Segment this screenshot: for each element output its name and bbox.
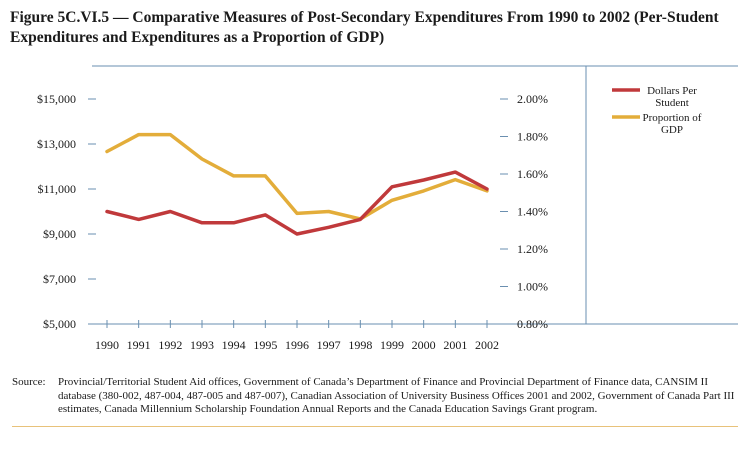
right-y-tick-label: 1.40% (517, 205, 548, 219)
legend-dollars-per-student-label: Student (655, 97, 689, 109)
left-y-tick-label: $11,000 (37, 182, 76, 196)
x-tick-label: 1990 (95, 338, 119, 352)
right-y-axis: 0.80% 1.00% 1.20% 1.40% 1.60% 1.80% 2.00% (500, 92, 548, 331)
right-y-tick-label: 1.60% (517, 167, 548, 181)
legend-proportion-of-gdp-label: Proportion of (643, 112, 702, 124)
source-note: Source: Provincial/Territorial Student A… (12, 376, 740, 417)
x-axis: 1990 1991 1992 1993 1994 1995 1996 1997 1998 1999… (95, 320, 499, 352)
right-y-tick-label: 1.80% (517, 130, 548, 144)
series-line-dollars-per-student (105, 170, 489, 236)
x-tick-label: 1992 (158, 338, 182, 352)
x-tick-label: 1998 (348, 338, 372, 352)
x-tick-label: 1991 (127, 338, 151, 352)
left-y-tick-label: $5,000 (43, 317, 76, 331)
left-y-tick-label: $15,000 (37, 92, 76, 106)
x-tick-label: 1996 (285, 338, 309, 352)
x-tick-label: 1997 (317, 338, 341, 352)
right-y-tick-label: 0.80% (517, 317, 548, 331)
series-line-proportion-of-gdp (105, 132, 489, 221)
left-y-tick-label: $7,000 (43, 272, 76, 286)
chart-title: Figure 5C.VI.5 — Comparative Measures of… (10, 9, 719, 46)
x-tick-label: 1993 (190, 338, 214, 352)
left-y-axis: $5,000 $7,000 $9,000 $11,000 $13,000 $15,000 (37, 92, 96, 331)
x-tick-label: 2000 (412, 338, 436, 352)
bottom-rule (12, 426, 738, 427)
right-y-tick-label: 2.00% (517, 92, 548, 106)
x-tick-label: 1995 (253, 338, 277, 352)
left-y-tick-label: $13,000 (37, 137, 76, 151)
series-lines (105, 132, 489, 236)
right-y-tick-label: 1.00% (517, 280, 548, 294)
x-tick-label: 2001 (443, 338, 467, 352)
source-text: Provincial/Territorial Student Aid offic… (58, 376, 735, 415)
x-tick-label: 1999 (380, 338, 404, 352)
legend-dollars-per-student-label: Dollars Per (647, 85, 697, 97)
left-y-tick-label: $9,000 (43, 227, 76, 241)
legend-proportion-of-gdp-label: GDP (661, 124, 683, 136)
x-tick-label: 2002 (475, 338, 499, 352)
x-tick-label: 1994 (222, 338, 246, 352)
right-y-tick-label: 1.20% (517, 242, 548, 256)
source-label: Source: (12, 376, 46, 388)
